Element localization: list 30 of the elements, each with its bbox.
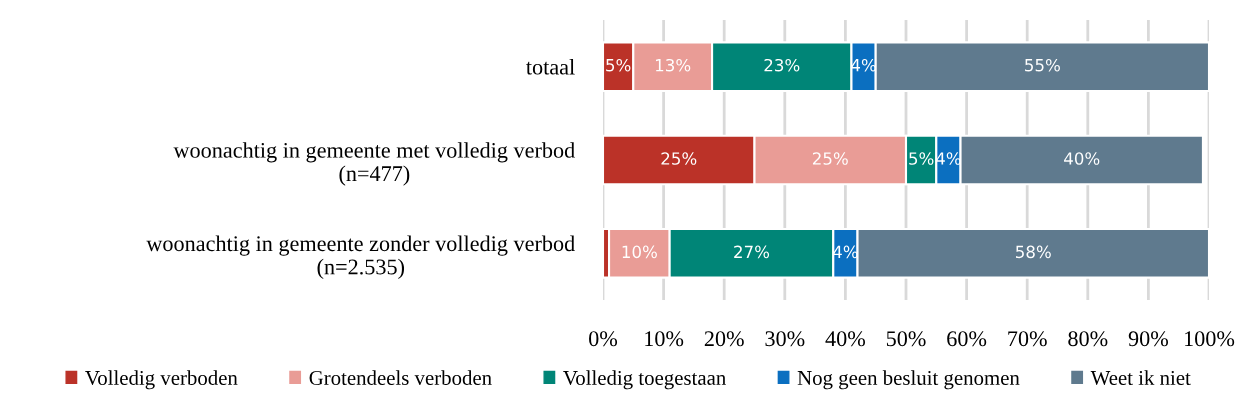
- data-label: 25%: [661, 152, 697, 165]
- x-tick-label: 80%: [1068, 331, 1108, 347]
- data-label: 40%: [1064, 152, 1100, 165]
- data-label: 5%: [909, 152, 934, 165]
- x-tick-label: 50%: [886, 331, 926, 347]
- x-tick-label: 90%: [1128, 331, 1169, 347]
- x-tick-label: 0%: [589, 331, 618, 347]
- y-tick-label: woonachtig in gemeente zonder volledig verbod (n=2.535): [146, 235, 575, 279]
- x-tick-label: 40%: [825, 331, 866, 347]
- y-tick-label: woonachtig in gemeente met volledig verbod (n=477): [173, 142, 575, 186]
- data-label: 10%: [622, 245, 657, 259]
- data-label: 55%: [1025, 58, 1060, 72]
- x-tick-label: 100%: [1185, 331, 1235, 347]
- legend-label: Weet ik niet: [1090, 370, 1191, 386]
- data-label: 5%: [606, 58, 631, 72]
- x-tick-label: 10%: [645, 331, 684, 347]
- legend-label: Volledig toegestaan: [563, 370, 726, 390]
- data-label: 27%: [734, 245, 770, 259]
- data-label: 13%: [656, 58, 691, 72]
- x-tick-label: 70%: [1008, 331, 1047, 347]
- legend-label: Grotendeels verboden: [309, 370, 492, 385]
- x-tick-label: 30%: [765, 331, 805, 347]
- legend-label: Volledig verboden: [85, 370, 238, 390]
- data-label: 23%: [764, 58, 800, 72]
- x-tick-label: 60%: [947, 331, 987, 347]
- y-tick-label: totaal: [526, 58, 575, 75]
- x-tick-label: 20%: [704, 331, 744, 347]
- data-label: 58%: [1016, 245, 1051, 259]
- data-label: 25%: [812, 152, 848, 165]
- legend-label: Nog geen besluit genomen: [797, 370, 1020, 390]
